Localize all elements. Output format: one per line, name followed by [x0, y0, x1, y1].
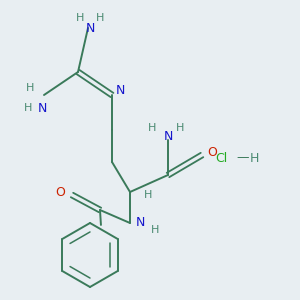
Text: H: H — [176, 123, 184, 133]
Text: Cl: Cl — [215, 152, 227, 164]
Text: O: O — [207, 146, 217, 158]
Text: N: N — [163, 130, 173, 142]
Text: H: H — [144, 190, 152, 200]
Text: N: N — [135, 215, 145, 229]
Text: H: H — [24, 103, 32, 113]
Text: O: O — [55, 185, 65, 199]
Text: N: N — [115, 83, 125, 97]
Text: H: H — [151, 225, 159, 235]
Text: —: — — [236, 152, 248, 164]
Text: N: N — [85, 22, 95, 34]
Text: H: H — [76, 13, 84, 23]
Text: N: N — [37, 101, 47, 115]
Text: H: H — [148, 123, 156, 133]
Text: H: H — [250, 152, 260, 164]
Text: H: H — [26, 83, 34, 93]
Text: H: H — [96, 13, 104, 23]
